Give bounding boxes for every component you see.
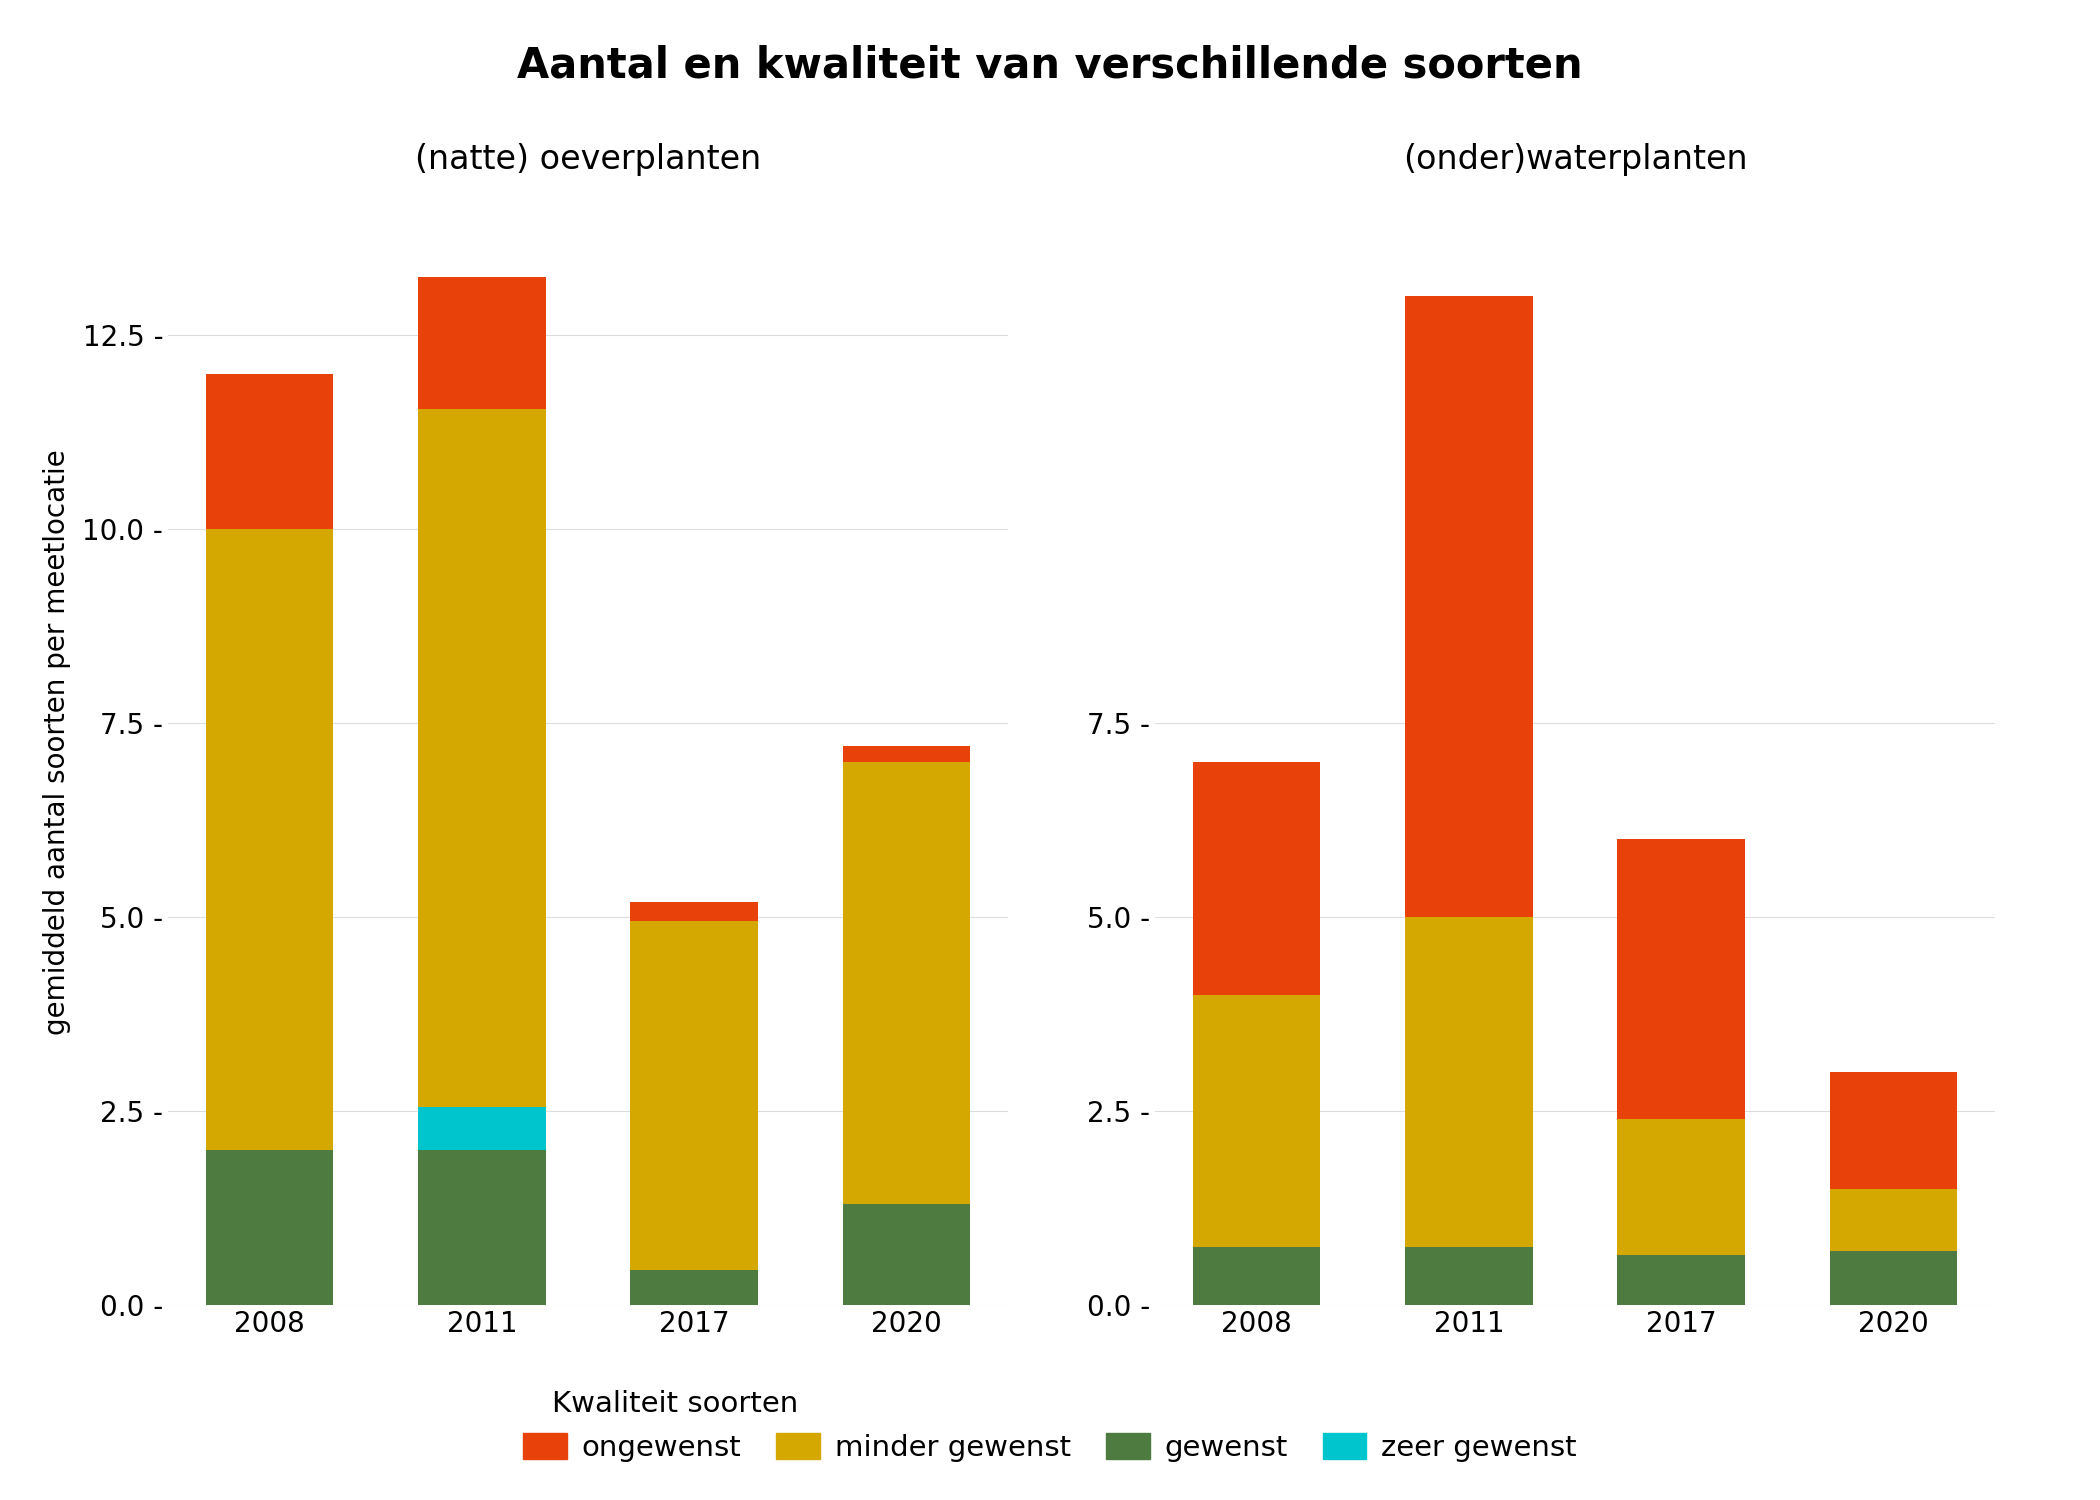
Bar xyxy=(842,747,970,762)
Bar xyxy=(630,902,758,921)
Bar xyxy=(630,921,758,1270)
Text: Aantal en kwaliteit van verschillende soorten: Aantal en kwaliteit van verschillende so… xyxy=(517,45,1583,87)
Title: (onder)waterplanten: (onder)waterplanten xyxy=(1403,142,1747,176)
Bar xyxy=(206,1150,334,1305)
Bar xyxy=(1405,916,1533,1246)
Bar xyxy=(1405,1246,1533,1305)
Legend: ongewenst, minder gewenst, gewenst, zeer gewenst: ongewenst, minder gewenst, gewenst, zeer… xyxy=(514,1382,1586,1470)
Bar xyxy=(1193,762,1321,994)
Bar xyxy=(1617,1254,1745,1305)
Bar xyxy=(842,762,970,1204)
Title: (natte) oeverplanten: (natte) oeverplanten xyxy=(416,142,760,176)
Bar xyxy=(630,1270,758,1305)
Bar xyxy=(1193,1246,1321,1305)
Bar xyxy=(206,374,334,530)
Bar xyxy=(1617,840,1745,1119)
Bar xyxy=(206,530,334,1150)
Y-axis label: gemiddeld aantal soorten per meetlocatie: gemiddeld aantal soorten per meetlocatie xyxy=(44,450,71,1035)
Bar xyxy=(842,1204,970,1305)
Bar xyxy=(1405,297,1533,916)
Bar xyxy=(418,1150,546,1305)
Bar xyxy=(1829,1188,1957,1251)
Bar xyxy=(1193,994,1321,1246)
Bar xyxy=(418,410,546,1107)
Bar xyxy=(1617,1119,1745,1254)
Bar xyxy=(1829,1072,1957,1188)
Bar xyxy=(418,1107,546,1150)
Bar xyxy=(1829,1251,1957,1305)
Bar xyxy=(418,278,546,410)
